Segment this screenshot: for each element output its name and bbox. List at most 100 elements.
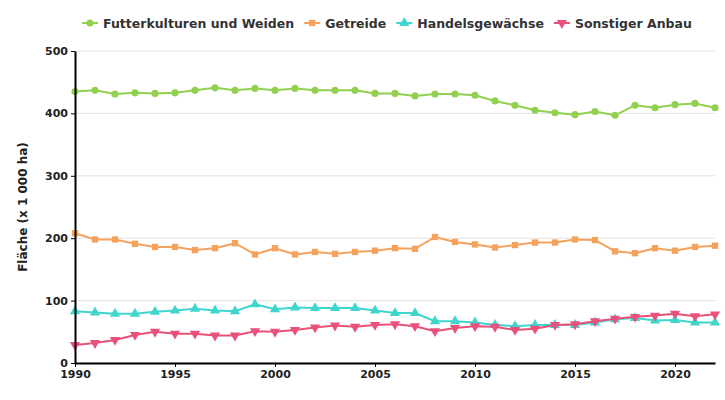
point (130, 332, 140, 341)
point (290, 302, 300, 311)
legend-symbol (399, 17, 409, 26)
grid-line (75, 363, 715, 364)
y-axis: 0100200300400500 (45, 45, 75, 370)
tick-label: 400 (45, 107, 68, 120)
series-line (75, 233, 715, 254)
legend-symbol (86, 19, 93, 26)
point (112, 236, 118, 242)
tick-label: 100 (45, 295, 68, 308)
point (111, 90, 118, 97)
point (710, 311, 720, 320)
point (151, 90, 158, 97)
tick: 2015 (560, 363, 591, 381)
point (411, 92, 418, 99)
point (430, 315, 440, 324)
point (671, 101, 678, 108)
point (650, 313, 660, 322)
point (570, 321, 580, 330)
point (390, 307, 400, 316)
tick: 200 (45, 232, 75, 245)
legend-item: Futterkulturen und Weiden (82, 16, 294, 31)
tick-label: 300 (45, 170, 68, 183)
point (330, 323, 340, 332)
grid-line (75, 175, 715, 176)
point (351, 87, 358, 94)
point (170, 331, 180, 340)
legend-label: Futterkulturen und Weiden (103, 16, 294, 31)
grid-line (75, 238, 715, 239)
point (251, 85, 258, 92)
point (132, 241, 138, 247)
tick-label: 2010 (460, 368, 491, 381)
series-line (75, 314, 715, 345)
point (190, 303, 200, 312)
tick-mark (475, 363, 476, 367)
point (310, 324, 320, 333)
tick: 2000 (260, 363, 291, 381)
tick-mark (675, 363, 676, 367)
tick: 2005 (360, 363, 391, 381)
series-line (75, 88, 715, 115)
point (490, 324, 500, 333)
point (451, 90, 458, 97)
point (150, 306, 160, 315)
tick: 400 (45, 107, 75, 120)
point (412, 246, 418, 252)
point (170, 305, 180, 314)
point (250, 328, 260, 337)
tick-mark (71, 51, 75, 52)
point (591, 108, 598, 115)
point (590, 318, 600, 327)
point (691, 100, 698, 107)
point (670, 311, 680, 320)
legend-item: Getreide (304, 16, 386, 31)
point (592, 237, 598, 243)
point (91, 87, 98, 94)
point (690, 313, 700, 322)
tick-mark (71, 238, 75, 239)
point (130, 308, 140, 317)
tick: 1995 (160, 363, 191, 381)
x-axis: 1990 1995 2000 2005 2010 2015 2020 (60, 363, 715, 381)
point (370, 305, 380, 314)
tick: 300 (45, 170, 75, 183)
point (230, 305, 240, 314)
legend-item: Handelsgewächse (396, 16, 544, 31)
point (210, 305, 220, 314)
tick-mark (275, 363, 276, 367)
point (352, 249, 358, 255)
point (230, 333, 240, 342)
tick-mark (71, 176, 75, 177)
point (532, 239, 538, 245)
point (610, 316, 620, 325)
tick-label: 1990 (60, 368, 91, 381)
legend-symbol (557, 20, 567, 29)
tick-label: 2020 (660, 368, 691, 381)
point (312, 249, 318, 255)
tick: 2020 (660, 363, 691, 381)
point (492, 244, 498, 250)
point (672, 248, 678, 254)
point (152, 244, 158, 250)
point (692, 244, 698, 250)
point (210, 333, 220, 342)
point (332, 251, 338, 257)
point (190, 331, 200, 340)
tick-label: 200 (45, 232, 68, 245)
point (450, 315, 460, 324)
point (191, 87, 198, 94)
point (390, 321, 400, 330)
tick-label: 500 (45, 45, 68, 58)
point (212, 245, 218, 251)
point (371, 90, 378, 97)
point (290, 327, 300, 336)
point (612, 248, 618, 254)
tick-mark (71, 363, 75, 364)
point (271, 87, 278, 94)
point (370, 322, 380, 331)
grid-line (75, 51, 715, 52)
legend-symbol (309, 20, 315, 26)
tick-mark (71, 113, 75, 114)
grid (75, 51, 715, 363)
point (272, 245, 278, 251)
